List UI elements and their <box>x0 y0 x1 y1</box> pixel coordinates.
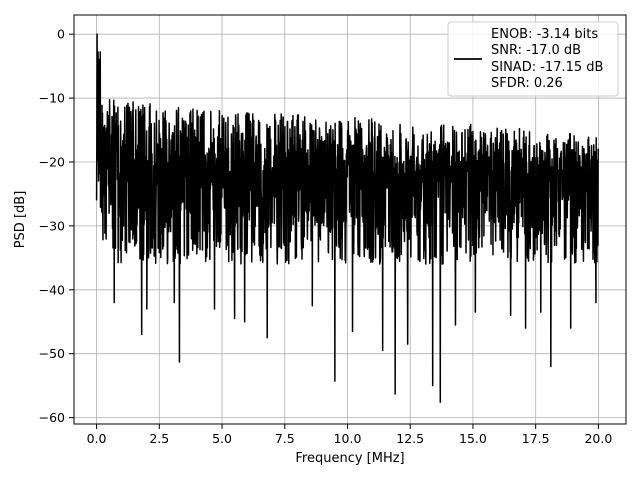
psd-series-line <box>95 33 600 404</box>
y-tick-label: −10 <box>39 91 65 106</box>
y-tick-label: 0 <box>57 27 65 42</box>
y-axis-ticks: 0 −10 −20 −30 −40 −50 −60 <box>39 27 74 425</box>
legend-text-snr: SNR: -17.0 dB <box>491 43 581 58</box>
x-tick-label: 7.5 <box>275 431 295 446</box>
x-tick-label: 12.5 <box>396 431 424 446</box>
data-layer <box>95 33 600 404</box>
x-tick-label: 2.5 <box>149 431 169 446</box>
plot-frame <box>73 14 627 425</box>
y-tick-label: −40 <box>39 282 65 297</box>
y-tick-label: −30 <box>39 218 65 233</box>
legend: ENOB: -3.14 bits SNR: -17.0 dB SINAD: -1… <box>447 21 619 97</box>
legend-text-enob: ENOB: -3.14 bits <box>491 27 598 42</box>
legend-text-sinad: SINAD: -17.15 dB <box>491 60 603 75</box>
x-tick-label: 20.0 <box>584 431 612 446</box>
y-tick-label: −50 <box>39 346 65 361</box>
x-tick-label: 10.0 <box>334 431 362 446</box>
x-axis-ticks: 0.0 2.5 5.0 7.5 10.0 12.5 15.0 17.5 20.0 <box>87 424 612 446</box>
x-tick-label: 17.5 <box>522 431 550 446</box>
x-tick-label: 15.0 <box>459 431 487 446</box>
y-tick-label: −60 <box>39 410 65 425</box>
y-tick-label: −20 <box>39 154 65 169</box>
x-axis-label: Frequency [MHz] <box>295 451 404 466</box>
y-axis-label: PSD [dB] <box>13 191 28 249</box>
legend-text-sfdr: SFDR: 0.26 <box>491 76 563 91</box>
x-tick-label: 0.0 <box>87 431 107 446</box>
legend-box <box>447 21 619 97</box>
x-tick-label: 5.0 <box>212 431 232 446</box>
